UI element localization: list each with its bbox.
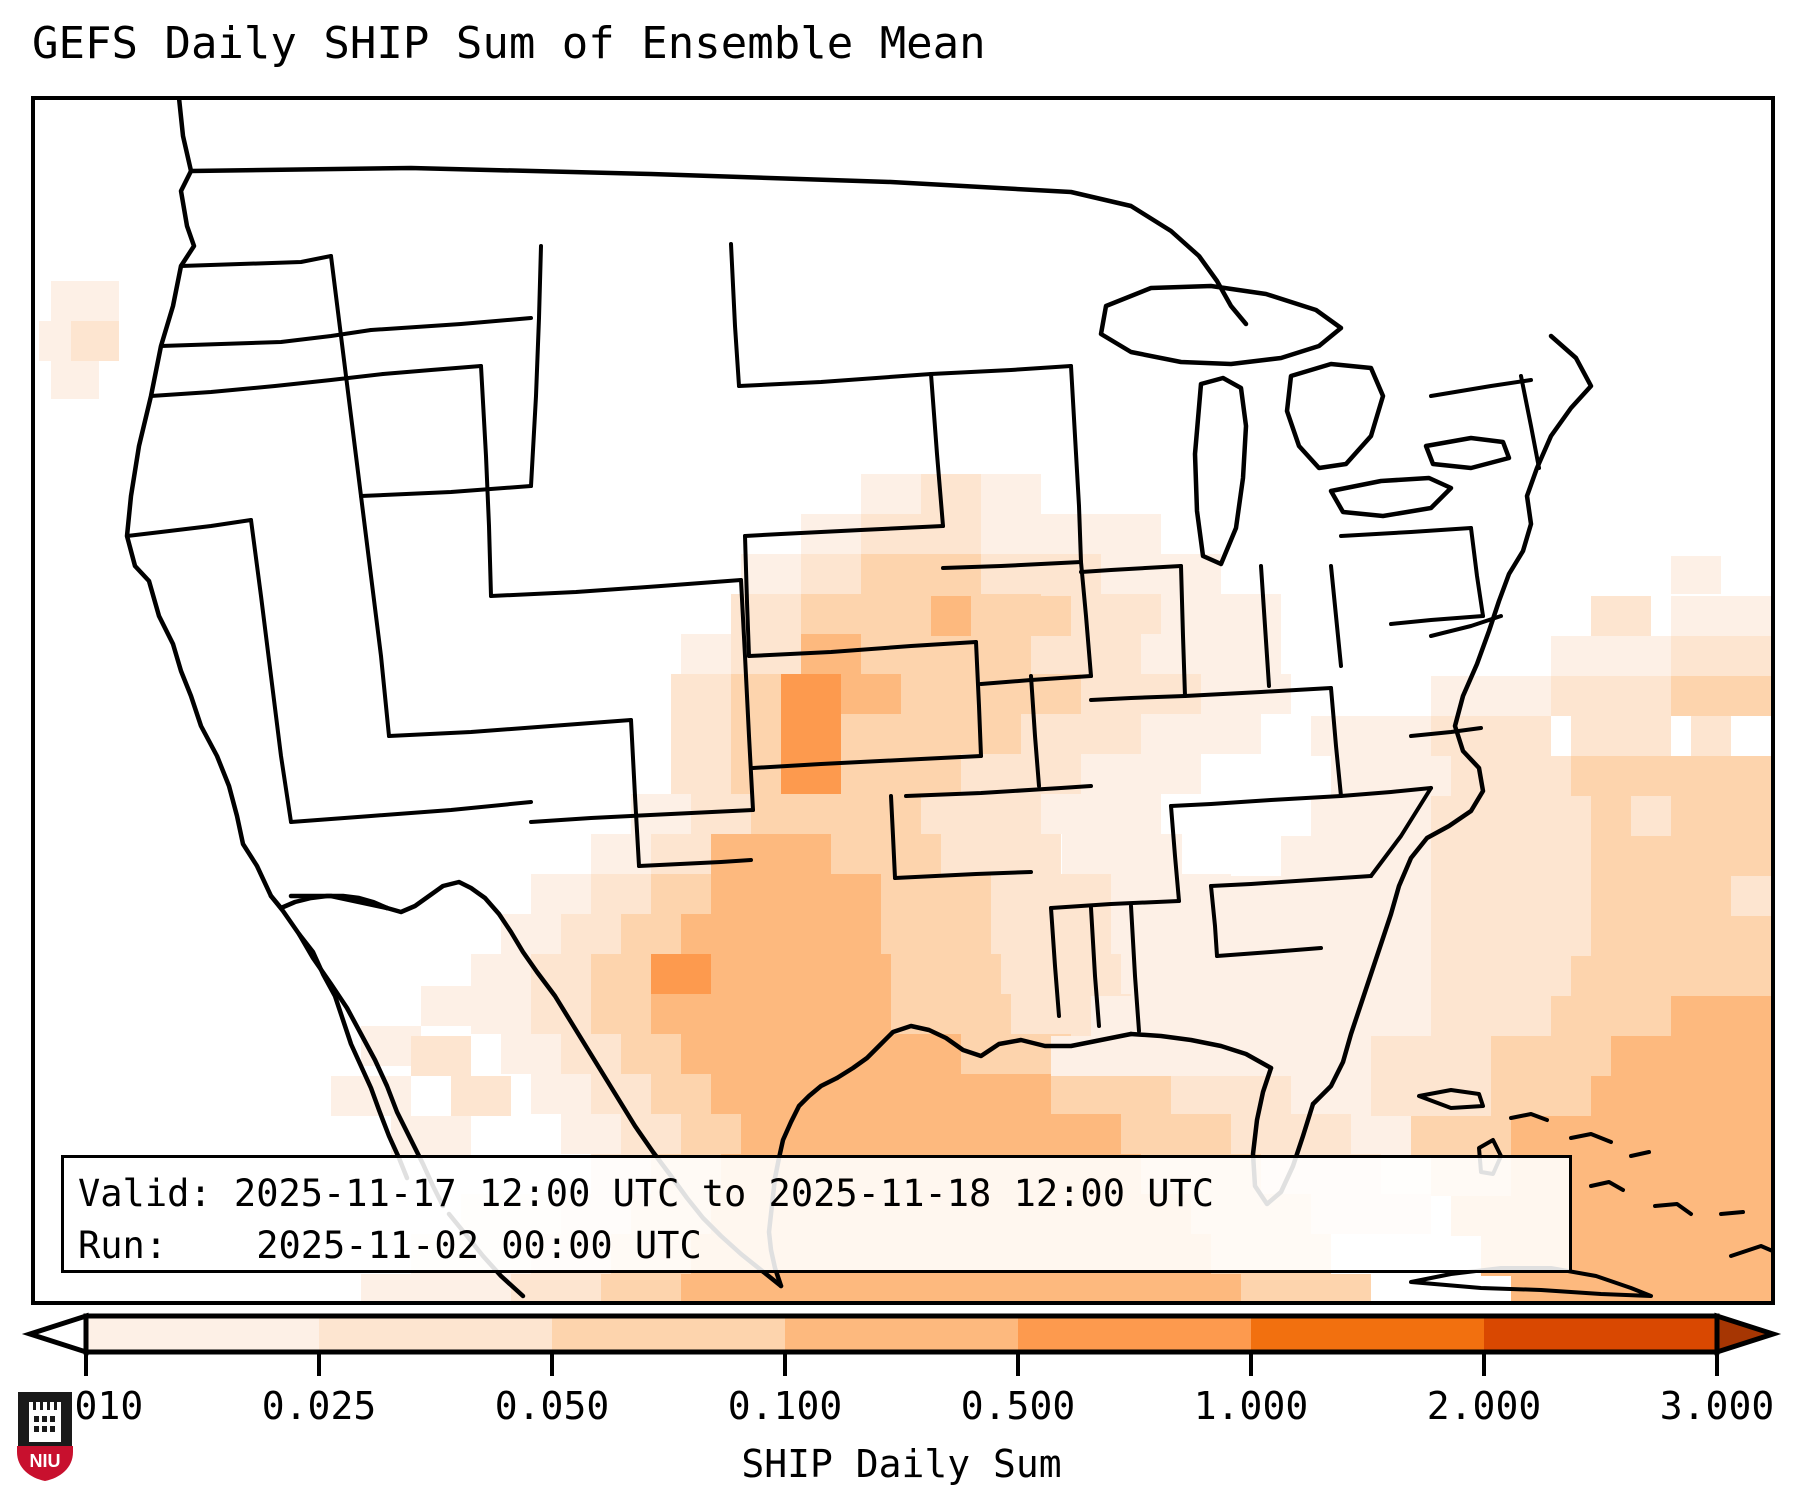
gulf-of-california <box>296 931 410 1181</box>
colorbar-ticks <box>84 1352 1719 1376</box>
colorbar-outline <box>83 1313 1720 1355</box>
us-mexico-border-straight <box>288 893 390 911</box>
bahamas-2 <box>1569 1132 1613 1144</box>
niu-logo: NIU <box>16 1390 74 1483</box>
colorbar-bands <box>86 1316 1717 1352</box>
colorbar-tick-6: 2.000 <box>1426 1384 1542 1428</box>
bahamas-4 <box>1589 1180 1625 1192</box>
state-boundaries <box>125 242 1541 1033</box>
gulf-coast-us <box>834 1023 1134 1081</box>
page-title: GEFS Daily SHIP Sum of Ensemble Mean <box>32 18 986 69</box>
lake-ontario <box>1423 435 1512 471</box>
info-run-line: Run: 2025-11-02 00:00 UTC <box>78 1224 702 1267</box>
colorbar-axis-label: SHIP Daily Sum <box>741 1442 1062 1486</box>
info-valid-line: Valid: 2025-11-17 12:00 UTC to 2025-11-1… <box>78 1172 1215 1215</box>
niu-wordmark: NIU <box>30 1451 61 1471</box>
info-box: Valid: 2025-11-17 12:00 UTC to 2025-11-1… <box>61 1155 1572 1273</box>
colorbar-tick-2: 0.050 <box>494 1384 610 1428</box>
colorbar-svg <box>21 1312 1782 1376</box>
colorbar[interactable]: 0.010 0.025 0.050 0.100 0.500 1.000 2.00… <box>0 1312 1803 1500</box>
map-svg <box>35 100 1771 1301</box>
bahamas-1 <box>1509 1112 1549 1122</box>
hispaniola <box>1729 1244 1771 1258</box>
gulf-coast-florida <box>1128 1031 1274 1071</box>
colorbar-under-arrow <box>21 1312 89 1356</box>
colorbar-tick-1: 0.025 <box>261 1384 377 1428</box>
colorbar-tick-7: 3.000 <box>1659 1384 1775 1428</box>
lake-superior <box>1098 283 1344 367</box>
colorbar-tick-5: 1.000 <box>1193 1384 1309 1428</box>
niu-band <box>17 1446 73 1481</box>
coastline-west <box>124 100 274 899</box>
colorbar-tick-4: 0.500 <box>960 1384 1076 1428</box>
grand-bahama <box>1417 1088 1485 1110</box>
lake-erie <box>1328 475 1454 519</box>
bahamas-5 <box>1653 1202 1693 1216</box>
bahamas-3 <box>1629 1150 1651 1158</box>
map-panel[interactable]: Valid: 2025-11-17 12:00 UTC to 2025-11-1… <box>31 96 1775 1305</box>
bahamas-6 <box>1719 1210 1745 1216</box>
colorbar-over-arrow <box>1714 1312 1782 1356</box>
lake-michigan <box>1192 375 1249 567</box>
colorbar-tick-3: 0.100 <box>727 1384 843 1428</box>
lake-huron <box>1284 361 1386 471</box>
